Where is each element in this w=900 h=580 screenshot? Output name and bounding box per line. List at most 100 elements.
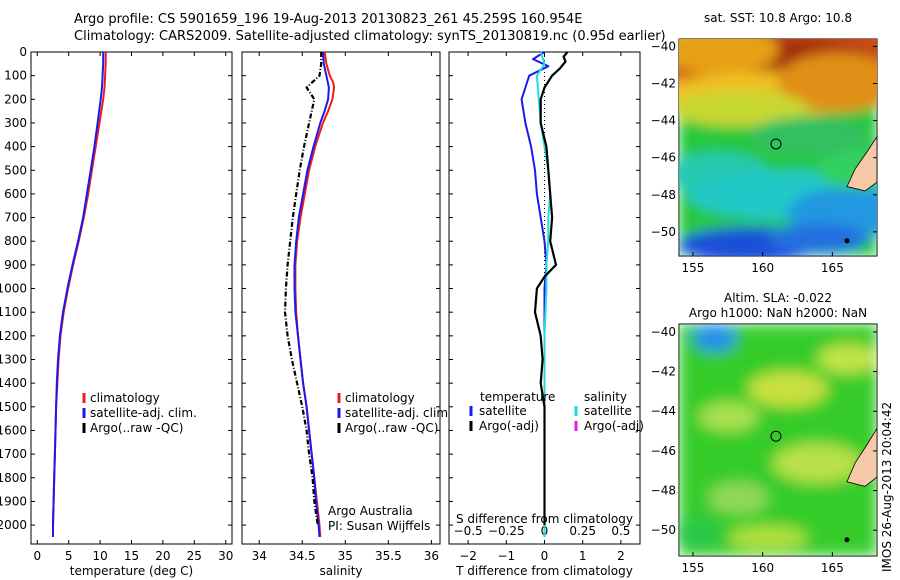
y-tick-label: 1400 (0, 376, 27, 390)
legend-label: climatology (90, 391, 160, 405)
argo-location-marker (770, 430, 782, 442)
x-tick-label: 0 (541, 549, 549, 563)
legend-label: satellite-adj. clim. (90, 406, 197, 420)
y-tick-label: 900 (4, 258, 27, 272)
x-tick-label: 34.5 (289, 549, 316, 563)
y-tick-label: 500 (4, 163, 27, 177)
island (844, 238, 850, 244)
x-tick-label: 35 (338, 549, 353, 563)
island (844, 537, 850, 543)
y-tick-label: 600 (4, 187, 27, 201)
header-line-1: Argo profile: CS 5901659_196 19-Aug-2013… (74, 12, 583, 27)
y-tick-label: 1300 (0, 353, 27, 367)
x-tick-label: 2 (617, 549, 625, 563)
legend-label: satellite-adj. clim. (345, 406, 452, 420)
y-tick-label: −48 (651, 188, 676, 202)
x2-tick-label: −0.25 (488, 524, 525, 538)
plot-frame-salinity (241, 51, 441, 545)
x-tick-label: −1 (497, 549, 515, 563)
legend-label: Argo(-adj) (584, 419, 644, 433)
y-tick-label: −44 (651, 404, 676, 418)
legend-label: Argo(-adj) (479, 419, 539, 433)
y-tick-label: −50 (651, 523, 676, 537)
map-blob (728, 525, 809, 550)
x-tick-label: 30 (218, 549, 233, 563)
map-field-sst_map (679, 39, 877, 256)
map-blob (679, 90, 809, 127)
map-blob (777, 52, 877, 113)
x-axis-label: salinity (319, 564, 362, 578)
y-tick-label: −40 (651, 325, 676, 339)
legend-label: Argo(..raw -QC) (90, 421, 183, 435)
annotation-line: Argo Australia (328, 504, 413, 518)
y-tick-label: 1600 (0, 423, 27, 437)
y-tick-label: 700 (4, 211, 27, 225)
map-blob (698, 401, 759, 432)
x-tick-label: 165 (821, 561, 844, 575)
x-tick-label: 160 (751, 561, 774, 575)
y-tick-label: 1100 (0, 305, 27, 319)
y-tick-label: 0 (19, 45, 27, 59)
map-blob (679, 517, 724, 548)
land-mass (846, 135, 877, 192)
map-blob (747, 370, 828, 407)
map-title: Altim. SLA: -0.022 (724, 291, 832, 305)
y-tick-label: 1500 (0, 400, 27, 414)
x2-tick-label: −0.5 (454, 524, 483, 538)
map-blob (679, 39, 779, 75)
series-line-black (533, 51, 569, 526)
map-field-blur (679, 324, 877, 556)
annotation-line: PI: Susan Wijffels (328, 519, 430, 533)
series-line-black (283, 52, 323, 526)
map-field-sla_map (679, 324, 877, 556)
map-blob (767, 223, 868, 254)
map-blob (817, 343, 877, 374)
y-tick-label: −40 (651, 39, 676, 53)
x-tick-label: 25 (187, 549, 202, 563)
map-blob (747, 116, 868, 157)
land-mass (846, 427, 877, 487)
y-tick-label: −44 (651, 114, 676, 128)
header-line-2: Climatology: CARS2009. Satellite-adjuste… (74, 29, 666, 44)
y-tick-label: 1000 (0, 282, 27, 296)
y-tick-label: 300 (4, 116, 27, 130)
x-tick-label: 0 (33, 549, 41, 563)
map-title: sat. SST: 10.8 Argo: 10.8 (704, 11, 852, 25)
y-tick-label: −46 (651, 151, 676, 165)
x-tick-label: 155 (681, 261, 704, 275)
map-blob (772, 443, 863, 484)
plot-frame-temperature (30, 51, 233, 545)
legend-label: climatology (345, 391, 415, 405)
series-line-cyan (535, 51, 552, 537)
legend-label: Argo(..raw -QC) (345, 421, 438, 435)
series-line-blue (293, 51, 330, 537)
y-tick-label: 200 (4, 92, 27, 106)
x2-tick-label: 0.5 (611, 524, 630, 538)
y-tick-label: 100 (4, 69, 27, 83)
y-tick-label: 1800 (0, 471, 27, 485)
x-tick-label: 15 (124, 549, 139, 563)
y-tick-label: 1900 (0, 494, 27, 508)
map-blob (708, 482, 769, 514)
series-line-blue (52, 52, 105, 537)
y-tick-label: −42 (651, 365, 676, 379)
x2-tick-label: 0.25 (569, 524, 596, 538)
imos-timestamp: IMOS 26-Aug-2013 20:04:42 (880, 402, 894, 572)
x-tick-label: 10 (92, 549, 107, 563)
x-tick-label: 20 (155, 549, 170, 563)
y-tick-label: −42 (651, 77, 676, 91)
x-tick-label: 5 (65, 549, 73, 563)
y-tick-label: 2000 (0, 518, 27, 532)
x-axis-label: temperature (deg C) (70, 564, 193, 578)
y-tick-label: −48 (651, 484, 676, 498)
map-blob (692, 324, 737, 352)
x-tick-label: 160 (751, 261, 774, 275)
x-tick-label: 34 (252, 549, 267, 563)
x-tick-label: 36 (424, 549, 439, 563)
legend-title: salinity (584, 390, 627, 404)
x-tick-label: −2 (459, 549, 477, 563)
y-tick-label: 800 (4, 234, 27, 248)
legend-label: satellite (584, 404, 632, 418)
y-tick-label: −46 (651, 444, 676, 458)
